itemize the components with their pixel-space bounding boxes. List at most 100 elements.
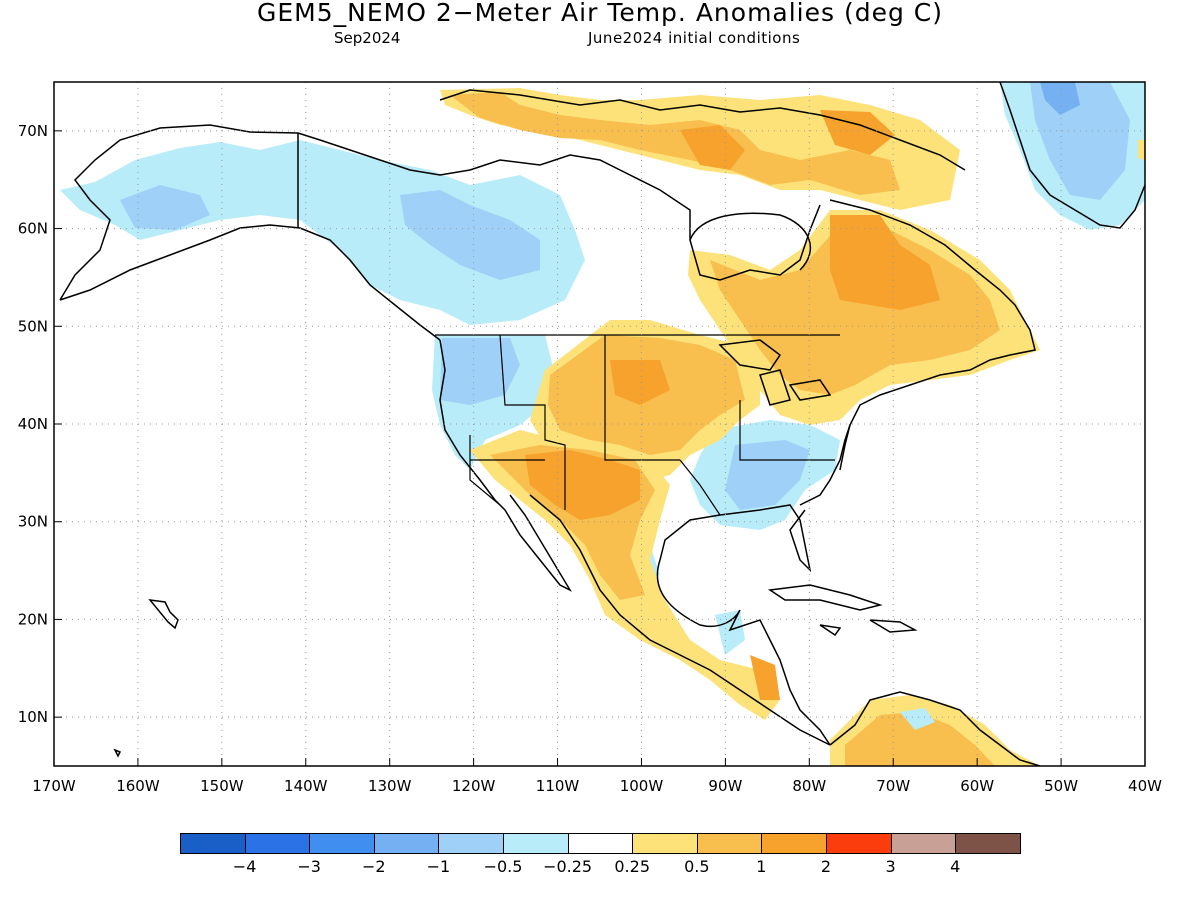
- coastline: [829, 691, 1041, 766]
- anomaly-region: [680, 125, 745, 170]
- coastline: [819, 624, 842, 637]
- colorbar-swatch: [632, 833, 698, 854]
- colorbar-label: −2: [362, 857, 386, 876]
- anomaly-region: [1040, 82, 1080, 115]
- anomaly-region: [1030, 82, 1130, 200]
- coastline: [504, 494, 572, 592]
- longitude-label: 50W: [1044, 777, 1078, 795]
- longitude-label: 70W: [876, 777, 910, 795]
- coastline: [788, 379, 832, 401]
- colorbar-swatch: [890, 833, 957, 854]
- anomaly-region: [750, 655, 780, 700]
- graticule: [53, 82, 1146, 766]
- coastline: [113, 748, 122, 758]
- coastline: [999, 82, 1145, 229]
- longitude-label: 110W: [536, 777, 580, 795]
- coastline: [439, 89, 966, 171]
- coastline: [469, 154, 821, 281]
- longitude-label: 130W: [368, 777, 412, 795]
- plot-frame: [53, 81, 1146, 767]
- colorbar-label: 0.5: [684, 857, 710, 876]
- coastline: [829, 199, 1036, 471]
- coastline: [769, 639, 831, 746]
- latitude-label: 60N: [18, 220, 48, 238]
- colorbar-label: −4: [232, 857, 257, 876]
- coastlines: [59, 82, 1145, 766]
- border: [604, 335, 680, 461]
- colorbar-label: 3: [885, 857, 896, 876]
- coastline: [59, 124, 471, 301]
- longitude-label: 120W: [452, 777, 496, 795]
- anomaly-region: [610, 360, 670, 405]
- longitude-label: 80W: [792, 777, 826, 795]
- colorbar-swatch: [309, 833, 375, 854]
- borders: [435, 334, 840, 516]
- anomaly-region: [120, 185, 210, 230]
- coastline: [767, 584, 883, 611]
- init-conditions: June2024 initial conditions: [588, 29, 801, 47]
- valid-month: Sep2024: [334, 29, 401, 47]
- anomaly-region: [715, 610, 745, 655]
- border: [499, 334, 566, 510]
- longitude-labels: 170W 160W 150W 140W 130W 120W 110W 100W 90W 80W 70…: [32, 777, 1162, 795]
- longitude-label: 160W: [116, 777, 160, 795]
- anomaly-region: [525, 450, 640, 520]
- colorbar-label: 1: [756, 857, 767, 876]
- colorbar-label: −0.25: [543, 857, 593, 876]
- longitude-label: 40W: [1128, 777, 1162, 795]
- map-title: GEM5_NEMO 2−Meter Air Temp. Anomalies (d…: [256, 0, 944, 27]
- anomaly-region: [845, 712, 995, 766]
- anomaly-region: [450, 92, 900, 195]
- longitude-label: 60W: [960, 777, 994, 795]
- border: [739, 400, 835, 461]
- latitude-labels: 70N 60N 50N 40N 30N 20N 10N: [18, 122, 48, 726]
- coastline: [529, 494, 831, 746]
- latitude-label: 10N: [18, 708, 48, 726]
- colorbar-swatch: [826, 833, 892, 854]
- colorbar-swatch: [503, 833, 569, 854]
- border: [679, 459, 721, 516]
- latitude-label: 40N: [18, 415, 48, 433]
- longitude-label: 140W: [284, 777, 328, 795]
- colorbar-label: 2: [820, 857, 832, 876]
- longitude-label: 170W: [32, 777, 76, 795]
- latitude-label: 50N: [18, 317, 48, 335]
- coastline: [718, 339, 782, 371]
- anomaly-shading: [60, 82, 1145, 766]
- coastline: [689, 212, 811, 271]
- coastline: [759, 369, 791, 406]
- coastline: [659, 504, 812, 573]
- coastline: [148, 599, 179, 630]
- coastline: [439, 339, 506, 511]
- colorbar-swatch: [955, 833, 1021, 854]
- coastline: [799, 424, 851, 506]
- colorbar-label: 4: [950, 857, 961, 876]
- colorbar-label: −1: [426, 857, 451, 876]
- anomaly-region: [820, 110, 895, 155]
- anomaly-region: [1138, 140, 1145, 160]
- colorbar-swatch: [438, 833, 504, 854]
- latitude-label: 30N: [18, 513, 48, 531]
- anomaly-region: [60, 140, 585, 325]
- anomaly-region: [400, 190, 540, 280]
- border: [469, 435, 501, 506]
- colorbar-swatch: [244, 833, 311, 854]
- coastline: [656, 559, 771, 641]
- latitude-label: 70N: [18, 122, 48, 140]
- longitude-label: 150W: [200, 777, 244, 795]
- longitude-label: 90W: [708, 777, 742, 795]
- colorbar-swatch: [761, 833, 827, 854]
- colorbar-label: −0.5: [483, 857, 523, 876]
- colorbar-label: 0.25: [614, 857, 650, 876]
- colorbar-swatch: [696, 833, 763, 854]
- anomaly-region: [900, 708, 935, 730]
- longitude-label: 100W: [620, 777, 664, 795]
- colorbar-swatch: [373, 833, 440, 854]
- anomaly-region: [725, 440, 810, 510]
- coastline: [59, 224, 441, 341]
- latitude-label: 20N: [18, 610, 48, 628]
- colorbar-swatch: [180, 833, 246, 854]
- anomaly-region: [440, 338, 520, 405]
- colorbar-swatch: [567, 833, 634, 854]
